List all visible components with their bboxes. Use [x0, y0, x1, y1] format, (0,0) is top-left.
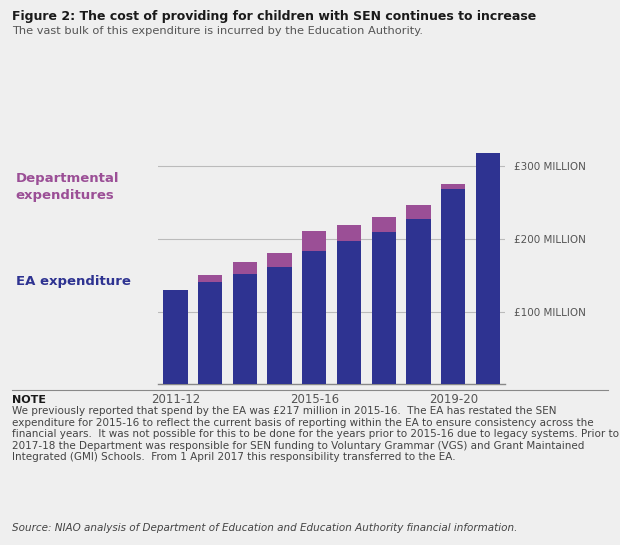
Bar: [232, 262, 257, 274]
Text: NOTE: NOTE: [12, 395, 46, 405]
Bar: [163, 290, 188, 384]
Bar: [337, 225, 361, 241]
Text: Figure 2: The cost of providing for children with SEN continues to increase: Figure 2: The cost of providing for chil…: [12, 10, 537, 23]
Bar: [198, 275, 223, 282]
Bar: [476, 153, 500, 384]
Text: Source: NIAO analysis of Department of Education and Education Authority financi: Source: NIAO analysis of Department of E…: [12, 523, 518, 533]
Bar: [337, 241, 361, 384]
Text: Departmental
expenditures: Departmental expenditures: [16, 172, 119, 202]
Bar: [302, 251, 327, 384]
Text: EA expenditure: EA expenditure: [16, 275, 130, 288]
Bar: [406, 219, 431, 384]
Bar: [267, 267, 292, 384]
Bar: [406, 205, 431, 219]
Bar: [198, 282, 223, 384]
Text: The vast bulk of this expenditure is incurred by the Education Authority.: The vast bulk of this expenditure is inc…: [12, 26, 423, 36]
Bar: [232, 274, 257, 384]
Bar: [371, 232, 396, 384]
Bar: [267, 253, 292, 267]
Bar: [441, 184, 466, 190]
Bar: [371, 217, 396, 232]
Text: We previously reported that spend by the EA was £217 million in 2015-16.  The EA: We previously reported that spend by the…: [12, 406, 619, 462]
Bar: [302, 231, 327, 251]
Bar: [441, 190, 466, 384]
